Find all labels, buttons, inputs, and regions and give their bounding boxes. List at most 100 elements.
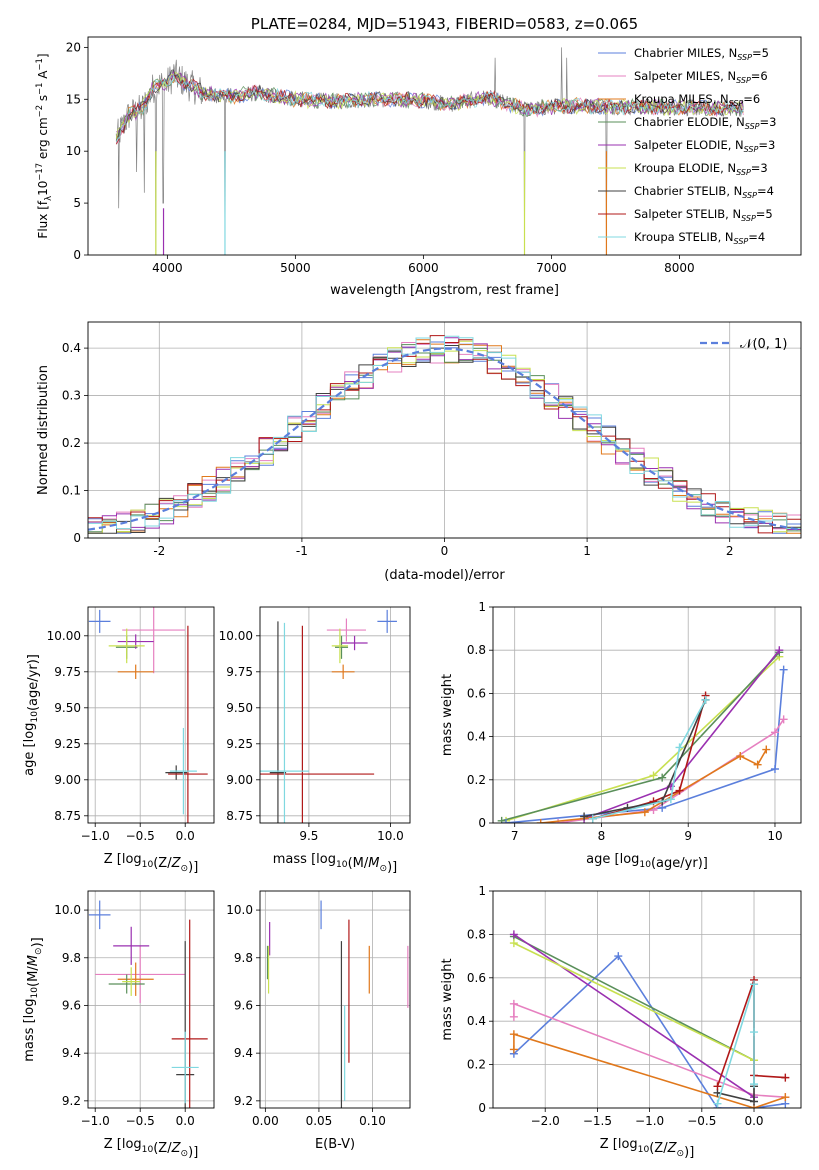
- y-tick-label: 10.00: [219, 629, 253, 643]
- point-marker-KrouSTE: [750, 1080, 759, 1089]
- series-line-KrouSTE: [716, 984, 755, 1104]
- y-tick-label: 0.4: [62, 341, 81, 355]
- y-tick-label: 9.25: [54, 737, 81, 751]
- panel-residuals: -2 -1 0 1 2 0 0.1 0.2 0.3 0.4 (data-model)/error No…: [36, 321, 802, 583]
- y-axis-label: mass weight: [440, 958, 455, 1040]
- x-tick-label: 0.00: [252, 1114, 279, 1128]
- x-tick-label: −1.0: [81, 1114, 110, 1128]
- y-tick-label: 0.2: [467, 773, 486, 787]
- series-line-ChabSTE: [583, 699, 707, 818]
- point-marker-ChabELO: [497, 816, 506, 823]
- axes-frame: [259, 606, 411, 824]
- x-tick-label: 10: [767, 829, 782, 843]
- x-tick-label: 0.0: [744, 1114, 763, 1128]
- y-tick-label: 0.6: [467, 971, 486, 985]
- gaussian-curve: [88, 347, 801, 531]
- plot-area: [509, 930, 790, 1108]
- point-marker-SalpELO: [775, 646, 784, 655]
- point-marker-KrouMIL: [753, 760, 762, 769]
- series-line-ChabELO: [513, 935, 755, 1062]
- plot-area: [88, 900, 208, 1108]
- legend-label-KrouELO: Kroupa ELODIE, NSSP=3: [634, 161, 768, 177]
- y-tick-label: 10: [66, 144, 81, 158]
- series-line-SalpMIL: [557, 718, 785, 823]
- legend-label-SalpELO: Salpeter ELODIE, NSSP=3: [634, 138, 775, 154]
- y-tick-label: 9.6: [234, 998, 253, 1012]
- point-marker-SalpMIL: [509, 1012, 518, 1021]
- y-tick-label: 9.4: [234, 1046, 253, 1060]
- point-marker-SalpMIL: [770, 728, 779, 737]
- model-spectrum-SalpELO: [116, 70, 744, 133]
- plot-area: [266, 900, 409, 1108]
- x-tick-label: 7000: [536, 261, 567, 275]
- point-marker-SalpMIL: [554, 819, 563, 823]
- point-marker-KrouSTE: [588, 814, 597, 823]
- y-tick-label: 0: [478, 816, 486, 830]
- y-tick-label: 1: [478, 884, 486, 898]
- point-marker-KrouELO: [509, 939, 518, 948]
- y-tick-label: 9.00: [226, 773, 253, 787]
- model-spectrum-ChabSTE: [115, 69, 744, 141]
- y-tick-label: 0.4: [467, 1014, 486, 1028]
- y-axis-label: mass [log10(M/M⊙)]: [22, 937, 45, 1061]
- axes-frame: [87, 321, 802, 539]
- y-tick-label: 0: [73, 248, 81, 262]
- x-tick-label: 10.0: [377, 829, 404, 843]
- y-tick-label: 5: [73, 196, 81, 210]
- y-tick-label: 20: [66, 40, 81, 54]
- x-tick-label: −0.5: [126, 829, 155, 843]
- x-axis-label: Z [log10(Z/Z⊙)]: [104, 852, 199, 875]
- y-tick-label: 9.4: [62, 1046, 81, 1060]
- y-tick-label: 0.4: [467, 730, 486, 744]
- histogram-KrouSTE: [88, 335, 801, 530]
- x-tick-label: -2: [153, 544, 165, 558]
- axes-frame: [492, 890, 802, 1109]
- point-marker-ChabMIL: [502, 819, 511, 823]
- point-marker-KrouSTE: [675, 743, 684, 752]
- point-marker-KrouSTE: [713, 1099, 722, 1108]
- x-tick-label: −1.0: [81, 829, 110, 843]
- x-tick-label: 6000: [408, 261, 439, 275]
- model-spectrum-KrouSTE: [115, 73, 744, 142]
- y-tick-label: 0.2: [467, 1058, 486, 1072]
- y-tick-label: 0.6: [467, 686, 486, 700]
- x-axis-label: wavelength [Angstrom, rest frame]: [330, 283, 559, 298]
- panel-age_vs_mass: 9.5 10.0 8.75 9.00 9.25 9.50 9.75 10.00 mass [lo…: [219, 606, 411, 875]
- point-marker-ChabSTE: [580, 812, 589, 821]
- plot-area: [88, 335, 801, 534]
- axes-frame: [87, 890, 215, 1109]
- x-tick-label: 2: [726, 544, 734, 558]
- series-line-ChabMIL: [513, 954, 786, 1108]
- model-spectrum-SalpSTE: [115, 74, 744, 145]
- legend-label-ChabELO: Chabrier ELODIE, NSSP=3: [634, 115, 776, 131]
- y-tick-label: 0.1: [62, 484, 81, 498]
- y-tick-label: 1: [478, 600, 486, 614]
- x-tick-label: −2.0: [531, 1114, 560, 1128]
- axes-frame: [87, 36, 802, 256]
- x-axis-label: Z [log10(Z/Z⊙)]: [600, 1137, 695, 1160]
- legend-label-gauss: 𝒩(0, 1): [740, 337, 787, 352]
- point-marker-ChabELO: [658, 773, 667, 782]
- y-axis-label: Flux [fλ10−17 erg cm−2 s−1 A−1]: [34, 53, 53, 238]
- panel-mass_weight_vs_age: 7 8 9 10 0 0.2 0.4 0.6 0.8 1 age [log10(age/yr)] ma…: [440, 600, 802, 871]
- point-marker-KrouMIL: [736, 752, 745, 761]
- y-tick-label: 10.0: [226, 903, 253, 917]
- legend-label-SalpSTE: Salpeter STELIB, NSSP=5: [634, 207, 773, 223]
- series-line-KrouMIL: [513, 1033, 786, 1108]
- x-tick-label: 0.0: [176, 1114, 195, 1128]
- y-tick-label: 9.75: [226, 665, 253, 679]
- y-axis-label: mass weight: [440, 674, 455, 756]
- series-line-SalpSTE: [592, 695, 707, 820]
- x-axis-label: mass [log10(M/M⊙)]: [273, 852, 397, 875]
- legend-label-KrouSTE: Kroupa STELIB, NSSP=4: [634, 230, 765, 246]
- point-marker-SalpSTE: [713, 1082, 722, 1091]
- point-marker-KrouMIL: [781, 1093, 790, 1102]
- x-tick-label: 9: [684, 829, 692, 843]
- plot-area: [497, 646, 788, 823]
- panel-spectrum: 4000 5000 6000 7000 8000 0 5 10 15 20 PLATE=0284, …: [34, 15, 802, 298]
- y-tick-label: 9.25: [226, 737, 253, 751]
- chart-title: PLATE=0284, MJD=51943, FIBERID=0583, z=0…: [251, 15, 638, 33]
- point-marker-KrouMIL: [640, 808, 649, 817]
- point-marker-KrouMIL: [536, 819, 545, 823]
